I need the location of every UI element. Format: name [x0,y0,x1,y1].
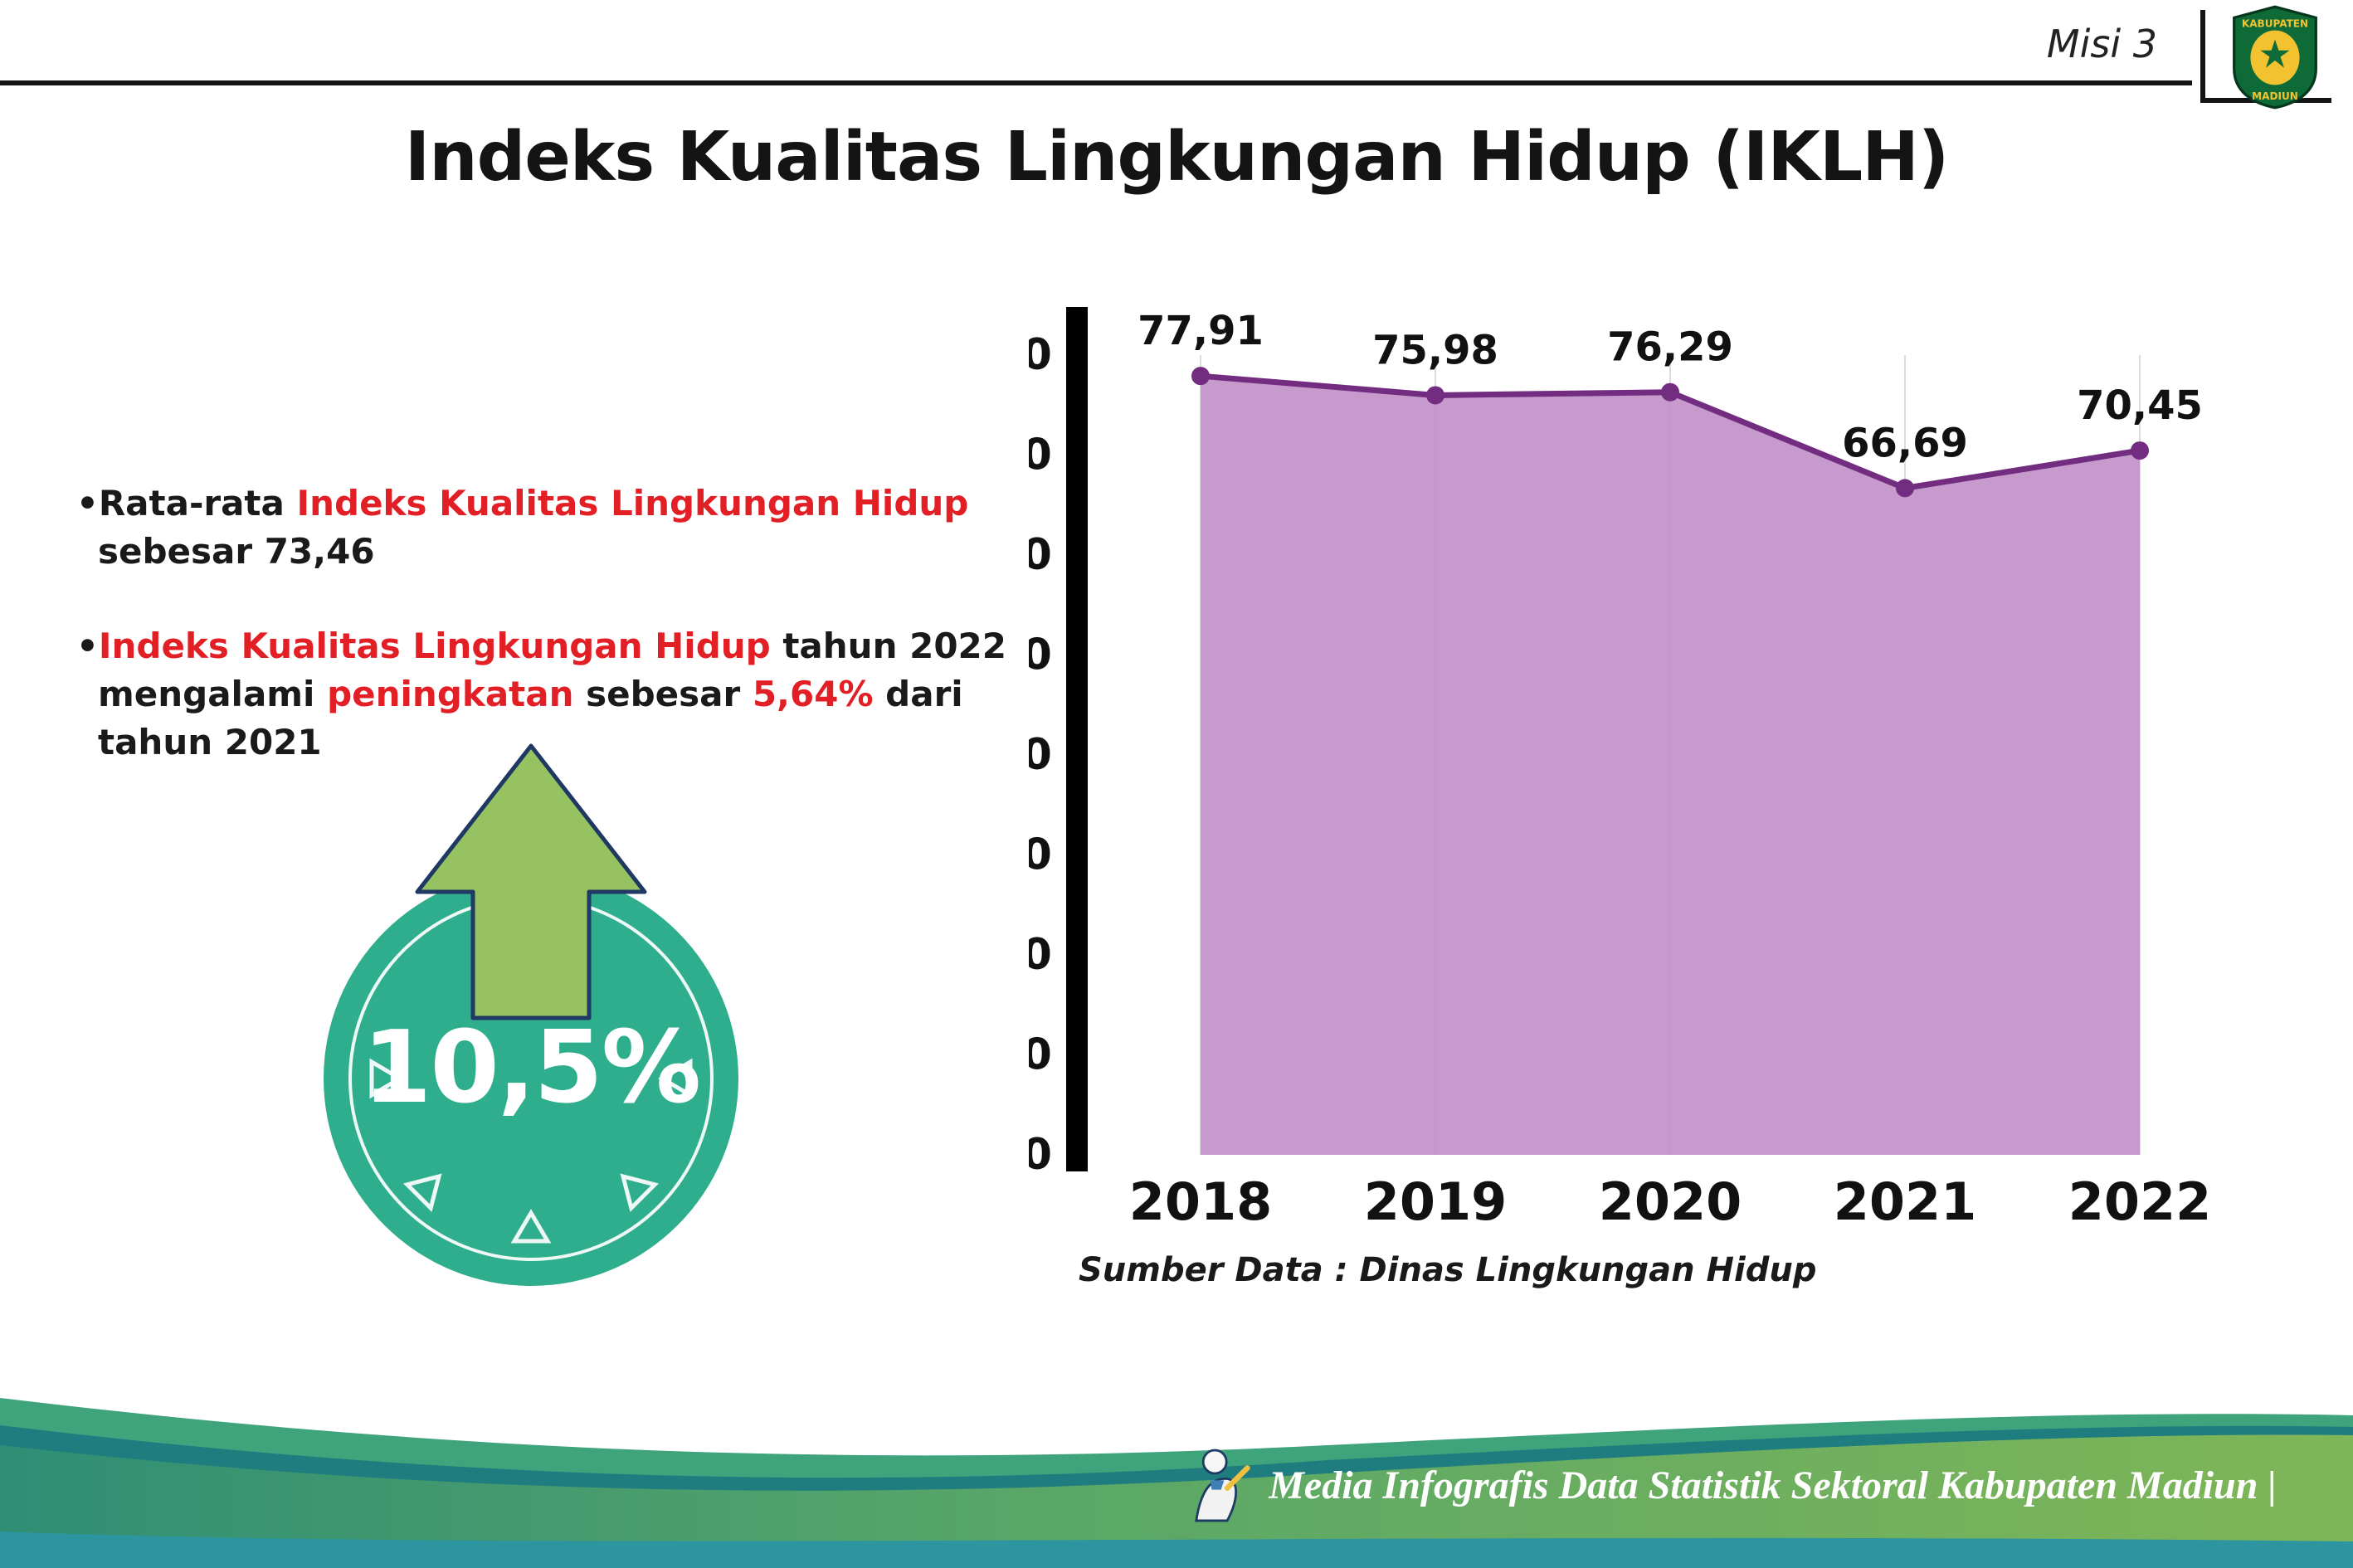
bullet-average-iklh: •Rata-rata Indeks Kualitas Lingkungan Hi… [76,480,1080,576]
y-tick-label: 70 [1029,431,1052,480]
page-title: Indeks Kualitas Lingkungan Hidup (IKLH) [404,118,1950,197]
iklh-area-chart: 77,91 75,98 76,29 66,69 70,45 0 10 20 30 40 50 60 70… [1029,307,2212,1232]
data-point [1661,382,1679,402]
bullet-text: sebesar 73,46 [98,530,375,572]
logo-top-text: KABUPATEN [2242,17,2308,29]
top-divider [0,80,2192,85]
footer-credit: Media Infografis Data Statistik Sektoral… [1182,1445,2277,1525]
bullet-text: sebesar [573,673,753,714]
ring-triangle-icon [369,1058,404,1099]
logo-bottom-text: MADIUN [2252,90,2298,102]
x-tick-label: 2019 [1364,1171,1508,1232]
credit-text: Media Infografis Data Statistik Sektoral… [1269,1463,2277,1507]
misi-label: Misi 3 [2046,22,2157,66]
data-source: Sumber Data : Dinas Lingkungan Hidup [1079,1251,1817,1289]
increase-percentage: 10,5% [362,1010,701,1126]
y-tick-label: 40 [1029,730,1052,780]
y-tick-label: 20 [1029,930,1052,980]
y-tick-label: 30 [1029,830,1052,880]
bullet-text: •Rata-rata [76,483,297,523]
value-label: 70,45 [2077,382,2203,429]
y-axis [1066,307,1088,1171]
logo-star [2260,39,2290,68]
y-tick-label: 80 [1029,330,1052,380]
logo-frame-vertical [2200,10,2205,103]
bullet-text-highlight: peningkatan [327,673,574,714]
x-tick-label: 2021 [1834,1171,1977,1232]
data-point [1191,367,1210,386]
mascot-icon [1195,1449,1250,1522]
y-tick-label: 50 [1029,631,1052,680]
bullet-text: dari tahun 2021 [98,673,963,762]
wave-bottom-strip [0,1531,2353,1568]
mascot-head [1202,1449,1228,1475]
bullet-text-highlight: Indeks Kualitas Lingkungan Hidup [98,625,771,666]
kabupaten-madiun-logo-icon: KABUPATEN MADIUN [2233,5,2317,110]
mascot-pencil [1225,1465,1250,1491]
up-arrow-shape [415,743,647,1020]
ring-triangle-icon [402,1173,442,1213]
badge-ring-marks [369,1058,693,1244]
bullet-text: tahun 2022 mengalami [98,625,1006,714]
footer-waves [0,1398,2353,1568]
data-point [2131,441,2149,460]
ring-triangle-icon [620,1173,660,1213]
x-tick-label: 2018 [1129,1171,1273,1232]
value-label: 76,29 [1607,324,1733,371]
wave-main [0,1434,2353,1568]
data-point [1896,479,1914,498]
y-tick-label: 10 [1029,1030,1052,1080]
ring-triangle-icon [510,1209,552,1244]
x-tick-label: 2020 [1599,1171,1742,1232]
x-tick-label: 2022 [2068,1171,2212,1232]
bullet-text: • [76,625,99,666]
up-arrow-icon [415,743,647,1020]
area-fill [1201,376,2140,1155]
y-tick-label: 0 [1029,1130,1052,1180]
bullet-text-highlight: Indeks Kualitas Lingkungan Hidup [296,483,969,523]
y-tick-label: 60 [1029,530,1052,580]
summary-bullets: •Rata-rata Indeks Kualitas Lingkungan Hi… [76,480,1080,813]
ring-triangle-icon [658,1058,693,1099]
bullet-increase-2022: •Indeks Kualitas Lingkungan Hidup tahun … [76,622,1080,767]
mascot-scarf [1210,1480,1225,1490]
data-point [1426,386,1444,405]
bullet-text-highlight: 5,64% [752,673,874,714]
value-label: 77,91 [1138,308,1264,354]
value-label: 75,98 [1372,327,1498,373]
value-label: 66,69 [1842,420,1968,466]
